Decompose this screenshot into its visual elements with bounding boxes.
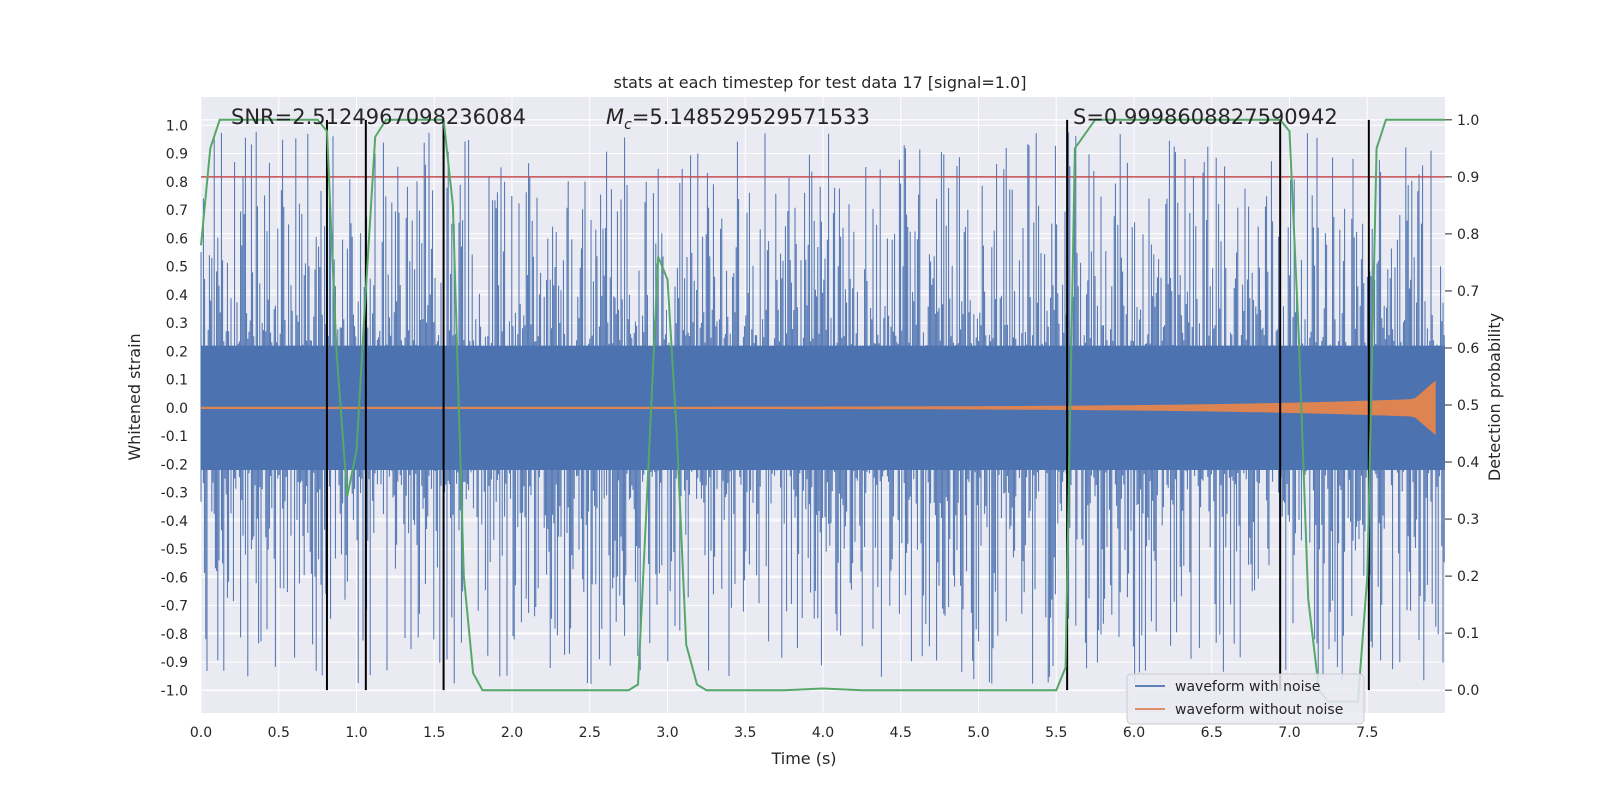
y2-tick-label: 0.5 [1457, 398, 1479, 414]
y2-axis-label: Detection probability [1485, 313, 1504, 481]
clean-waveform [201, 380, 1436, 436]
y-tick-label: 0.3 [166, 316, 188, 332]
y2-tick-label: 1.0 [1457, 113, 1479, 129]
y-tick-label: -1.0 [161, 683, 188, 699]
y-tick-label: 0.2 [166, 344, 188, 360]
x-tick-label: 6.5 [1201, 725, 1223, 741]
x-tick-label: 0.0 [190, 725, 212, 741]
chirp-mass-annotation: Mc=5.148529529571533 [606, 105, 870, 133]
y2-tick-label: 0.4 [1457, 455, 1479, 471]
y-tick-label: 0.4 [166, 288, 188, 304]
right-y-ticks: 0.0 0.1 0.2 0.3 0.4 0.5 0.6 0.7 0.8 0.9 1.0 [1445, 113, 1479, 699]
y2-tick-label: 0.9 [1457, 170, 1479, 186]
y2-tick-label: 0.0 [1457, 683, 1479, 699]
chart-title: stats at each timestep for test data 17 … [614, 73, 1027, 92]
y2-tick-label: 0.7 [1457, 284, 1479, 300]
legend: waveform with noise waveform without noi… [1126, 673, 1365, 725]
x-tick-label: 2.5 [579, 725, 601, 741]
x-tick-label: 5.5 [1045, 725, 1067, 741]
x-tick-label: 6.0 [1123, 725, 1145, 741]
y2-tick-label: 0.8 [1457, 227, 1479, 243]
x-tick-label: 0.5 [268, 725, 290, 741]
y-tick-label: -0.7 [161, 599, 188, 615]
y2-tick-label: 0.1 [1457, 626, 1479, 642]
y-tick-label: 0.8 [166, 175, 188, 191]
y-tick-label: -0.5 [161, 542, 188, 558]
y2-tick-label: 0.2 [1457, 569, 1479, 585]
x-axis-label: Time (s) [770, 749, 836, 768]
y-tick-label: -0.6 [161, 570, 188, 586]
trigger-lines [325, 119, 1370, 691]
clean-waveform-series [201, 380, 1436, 436]
y2-tick-label: 0.3 [1457, 512, 1479, 528]
probability-series [200, 118, 1445, 703]
x-tick-label: 3.0 [656, 725, 678, 741]
x-tick-label: 1.0 [345, 725, 367, 741]
probability-curve [200, 118, 1445, 703]
y2-tick-label: 0.6 [1457, 341, 1479, 357]
x-tick-label: 2.0 [501, 725, 523, 741]
legend-label-noisy: waveform with noise [1175, 679, 1320, 695]
y-tick-label: 0.7 [166, 203, 188, 219]
legend-box [1126, 673, 1365, 725]
y-tick-label: 0.9 [166, 147, 188, 163]
y-tick-label: -0.8 [161, 627, 188, 643]
x-tick-label: 7.0 [1278, 725, 1300, 741]
x-tick-label: 7.5 [1356, 725, 1378, 741]
y-tick-label: 0.6 [166, 231, 188, 247]
x-tick-label: 1.5 [423, 725, 445, 741]
y-tick-label: -0.4 [161, 514, 188, 530]
y-axis-label: Whitened strain [125, 333, 144, 460]
y-tick-label: -0.2 [161, 457, 188, 473]
legend-label-clean: waveform without noise [1175, 702, 1343, 718]
y-tick-label: 0.0 [166, 401, 188, 417]
chirp-mass-value: =5.148529529571533 [632, 105, 870, 129]
left-y-ticks: -1.0 -0.9 -0.8 -0.7 -0.6 -0.5 -0.4 -0.3 -0.2 -0.1… [161, 118, 188, 699]
x-tick-label: 4.5 [890, 725, 912, 741]
y-tick-label: 0.5 [166, 260, 188, 276]
y-tick-label: 1.0 [166, 118, 188, 134]
chirp-mass-symbol: M [606, 105, 624, 129]
snr-annotation: SNR=2.5124967098236084 [231, 105, 526, 129]
x-tick-label: 3.5 [734, 725, 756, 741]
x-tick-label: 5.0 [967, 725, 989, 741]
significance-annotation: S=0.9998608827590942 [1073, 105, 1338, 129]
chirp-mass-subscript: c [624, 117, 632, 133]
x-ticks: 0.0 0.5 1.0 1.5 2.0 2.5 3.0 3.5 4.0 4.5 5.0 5.5 6.0 6… [190, 725, 1379, 741]
y-tick-label: -0.3 [161, 486, 188, 502]
y-tick-label: 0.1 [166, 373, 188, 389]
x-tick-label: 4.0 [812, 725, 834, 741]
y-tick-label: -0.9 [161, 655, 188, 671]
y-tick-label: -0.1 [161, 429, 188, 445]
